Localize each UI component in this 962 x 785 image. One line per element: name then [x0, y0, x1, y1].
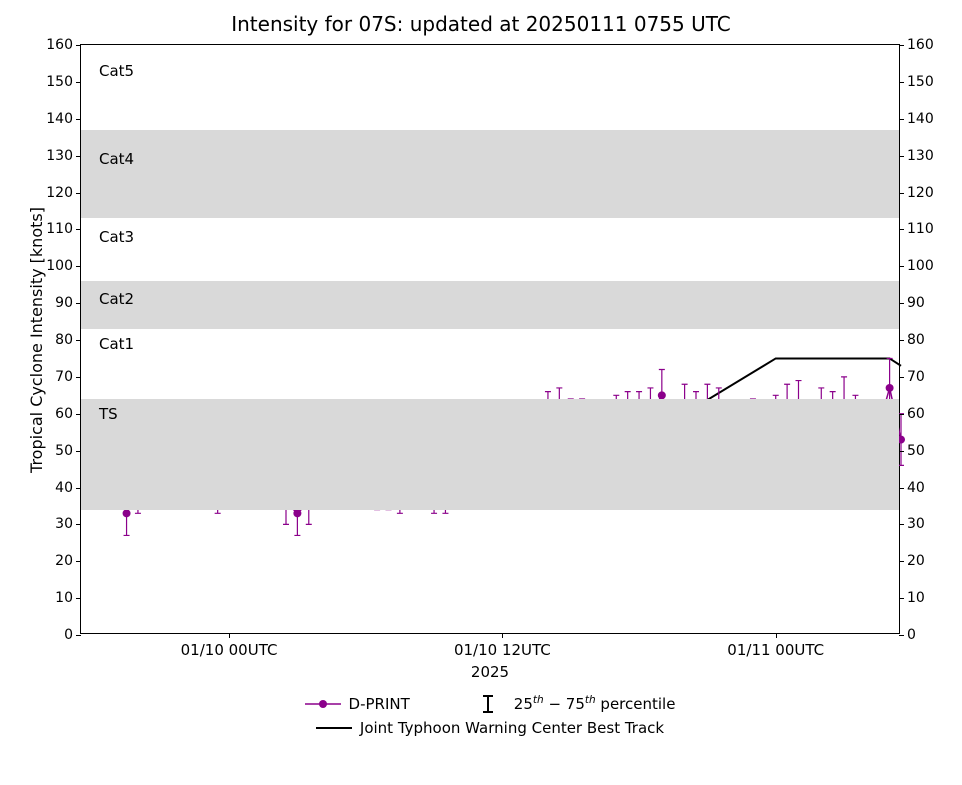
y-tick-mark-right: [899, 229, 904, 230]
y-tick-mark: [76, 82, 81, 83]
legend-dprint-label: D-PRINT: [349, 695, 410, 713]
y-tick-mark-right: [899, 561, 904, 562]
y-tick-label-right: 120: [899, 185, 934, 201]
category-band: [81, 329, 899, 399]
category-band-label: Cat4: [99, 150, 134, 168]
y-tick-mark: [76, 598, 81, 599]
legend-dprint: D-PRINT: [305, 694, 410, 713]
y-tick-label-right: 140: [899, 111, 934, 127]
y-tick-label-right: 110: [899, 221, 934, 237]
category-band-label: Cat1: [99, 335, 134, 353]
y-tick-mark: [76, 524, 81, 525]
x-year-label: 2025: [471, 633, 509, 681]
y-tick-mark-right: [899, 45, 904, 46]
chart-title: Intensity for 07S: updated at 20250111 0…: [0, 12, 962, 36]
y-tick-mark: [76, 156, 81, 157]
legend-besttrack-label: Joint Typhoon Warning Center Best Track: [360, 719, 664, 737]
category-band: [81, 130, 899, 219]
x-tick-mark: [776, 633, 777, 638]
category-band: [81, 399, 899, 510]
category-band: [81, 281, 899, 329]
y-tick-mark-right: [899, 377, 904, 378]
y-tick-mark-right: [899, 414, 904, 415]
legend-dprint-swatch: [305, 696, 341, 712]
y-tick-label-right: 100: [899, 258, 934, 274]
category-band: [81, 218, 899, 281]
category-band-label: Cat3: [99, 228, 134, 246]
y-tick-mark: [76, 229, 81, 230]
y-tick-mark: [76, 488, 81, 489]
category-band: [81, 45, 899, 130]
y-tick-mark: [76, 266, 81, 267]
y-tick-mark-right: [899, 303, 904, 304]
plot-area: Tropical Cyclone Intensity [knots] Cat5C…: [80, 44, 900, 634]
legend: D-PRINT 25th − 75th percentile Joint Typho…: [80, 694, 900, 737]
y-tick-mark-right: [899, 266, 904, 267]
y-tick-mark: [76, 45, 81, 46]
y-tick-mark-right: [899, 451, 904, 452]
category-band-label: TS: [99, 405, 118, 423]
y-tick-mark-right: [899, 635, 904, 636]
legend-errbar-label: 25th − 75th percentile: [514, 694, 676, 713]
y-tick-mark-right: [899, 340, 904, 341]
y-tick-mark: [76, 635, 81, 636]
category-band-label: Cat2: [99, 290, 134, 308]
y-tick-mark-right: [899, 156, 904, 157]
legend-besttrack: Joint Typhoon Warning Center Best Track: [316, 719, 664, 737]
y-tick-label-right: 160: [899, 37, 934, 53]
y-tick-label-right: 130: [899, 148, 934, 164]
y-axis-label: Tropical Cyclone Intensity [knots]: [27, 207, 46, 473]
y-tick-mark-right: [899, 82, 904, 83]
y-tick-mark: [76, 303, 81, 304]
y-tick-mark-right: [899, 193, 904, 194]
y-tick-mark-right: [899, 524, 904, 525]
legend-besttrack-swatch: [316, 720, 352, 736]
y-tick-mark: [76, 193, 81, 194]
chart-container: Intensity for 07S: updated at 20250111 0…: [0, 0, 962, 785]
y-tick-mark-right: [899, 488, 904, 489]
y-tick-mark: [76, 561, 81, 562]
y-tick-mark: [76, 377, 81, 378]
legend-errbar: 25th − 75th percentile: [470, 694, 676, 713]
y-tick-mark: [76, 451, 81, 452]
y-tick-mark: [76, 119, 81, 120]
y-tick-label-right: 150: [899, 74, 934, 90]
y-tick-mark-right: [899, 598, 904, 599]
y-tick-mark-right: [899, 119, 904, 120]
dprint-marker: [293, 509, 301, 517]
dprint-marker: [123, 509, 131, 517]
y-tick-mark: [76, 414, 81, 415]
legend-errbar-swatch: [470, 696, 506, 712]
x-tick-mark: [229, 633, 230, 638]
category-band-label: Cat5: [99, 62, 134, 80]
y-tick-mark: [76, 340, 81, 341]
